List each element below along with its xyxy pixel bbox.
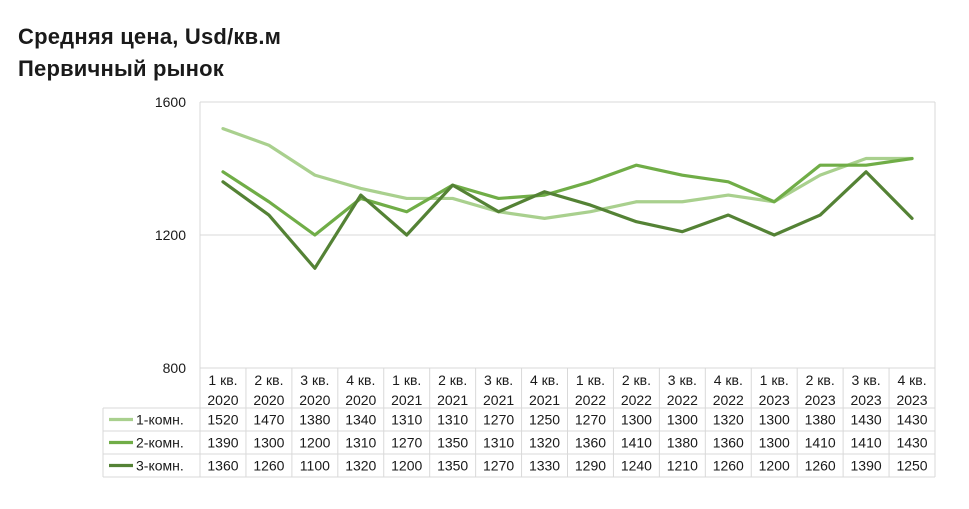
x-tick-label-quarter: 4 кв. — [346, 372, 375, 388]
x-tick-label-year: 2021 — [437, 392, 468, 408]
table-cell-value: 1210 — [667, 458, 698, 474]
table-cell-value: 1200 — [391, 458, 422, 474]
series-line-1 — [221, 127, 914, 220]
table-cell-value: 1320 — [529, 435, 560, 451]
table-cell-value: 1250 — [896, 458, 927, 474]
x-tick-label-year: 2023 — [896, 392, 927, 408]
legend-label: 2-комн. — [136, 435, 184, 451]
x-tick-label-year: 2020 — [345, 392, 376, 408]
table-cell-value: 1290 — [575, 458, 606, 474]
x-tick-label-year: 2022 — [621, 392, 652, 408]
table-cell-value: 1250 — [529, 412, 560, 428]
x-tick-label-year: 2020 — [207, 392, 238, 408]
table-cell-value: 1350 — [437, 458, 468, 474]
x-tick-label-quarter: 2 кв. — [254, 372, 283, 388]
y-tick-label: 1200 — [155, 227, 186, 243]
x-tick-label-quarter: 2 кв. — [438, 372, 467, 388]
table-cell-value: 1310 — [483, 435, 514, 451]
table-cell-value: 1260 — [805, 458, 836, 474]
table-cell-value: 1270 — [483, 412, 514, 428]
table-cell-value: 1100 — [300, 458, 330, 474]
x-tick-label-quarter: 4 кв. — [897, 372, 926, 388]
table-cell-value: 1410 — [805, 435, 836, 451]
table-cell-value: 1300 — [621, 412, 652, 428]
table-cell-value: 1430 — [896, 412, 927, 428]
x-tick-label-year: 2021 — [483, 392, 514, 408]
table-cell-value: 1320 — [345, 458, 376, 474]
table-cell-value: 1360 — [575, 435, 606, 451]
legend-label: 3-комн. — [136, 458, 184, 474]
table-cell-value: 1520 — [207, 412, 238, 428]
legend-label: 1-комн. — [136, 412, 184, 428]
table-cell-value: 1240 — [621, 458, 652, 474]
x-tick-label-quarter: 3 кв. — [484, 372, 513, 388]
x-tick-label-quarter: 3 кв. — [668, 372, 697, 388]
table-cell-value: 1470 — [253, 412, 284, 428]
x-tick-label-year: 2021 — [391, 392, 422, 408]
table-cell-value: 1380 — [299, 412, 330, 428]
table-cell-value: 1430 — [896, 435, 927, 451]
x-tick-label-quarter: 4 кв. — [530, 372, 559, 388]
x-tick-label-year: 2020 — [253, 392, 284, 408]
x-tick-label-year: 2022 — [713, 392, 744, 408]
table-cell-value: 1270 — [483, 458, 514, 474]
chart-title: Средняя цена, Usd/кв.м — [18, 24, 282, 49]
series-line-3 — [221, 170, 914, 270]
table-cell-value: 1410 — [851, 435, 882, 451]
table-cell-value: 1330 — [529, 458, 560, 474]
table-cell-value: 1390 — [851, 458, 882, 474]
x-tick-label-quarter: 1 кв. — [576, 372, 605, 388]
table-cell-value: 1270 — [575, 412, 606, 428]
x-tick-label-year: 2021 — [529, 392, 560, 408]
x-tick-label-year: 2023 — [851, 392, 882, 408]
table-cell-value: 1270 — [391, 435, 422, 451]
table-cell-value: 1320 — [713, 412, 744, 428]
x-tick-label-year: 2020 — [299, 392, 330, 408]
x-tick-label-year: 2023 — [805, 392, 836, 408]
table-cell-value: 1200 — [299, 435, 330, 451]
x-tick-label-quarter: 1 кв. — [208, 372, 237, 388]
x-tick-label-quarter: 3 кв. — [852, 372, 881, 388]
table-cell-value: 1260 — [253, 458, 284, 474]
x-tick-label-quarter: 1 кв. — [392, 372, 421, 388]
x-tick-label-quarter: 3 кв. — [300, 372, 329, 388]
table-cell-value: 1340 — [345, 412, 376, 428]
table-cell-value: 1260 — [713, 458, 744, 474]
chart-subtitle: Первичный рынок — [18, 56, 224, 81]
x-tick-label-quarter: 2 кв. — [622, 372, 651, 388]
table-cell-value: 1410 — [621, 435, 652, 451]
y-tick-label: 1600 — [155, 94, 186, 110]
table-cell-value: 1310 — [391, 412, 422, 428]
table-cell-value: 1300 — [253, 435, 284, 451]
table-cell-value: 1300 — [667, 412, 698, 428]
x-tick-label-year: 2022 — [575, 392, 606, 408]
series-line-2 — [221, 156, 914, 237]
x-tick-label-quarter: 4 кв. — [714, 372, 743, 388]
x-tick-label-quarter: 1 кв. — [760, 372, 789, 388]
x-tick-label-year: 2022 — [667, 392, 698, 408]
x-tick-label-quarter: 2 кв. — [806, 372, 835, 388]
table-cell-value: 1310 — [345, 435, 376, 451]
table-cell-value: 1300 — [759, 412, 790, 428]
table-cell-value: 1300 — [759, 435, 790, 451]
x-tick-label-year: 2023 — [759, 392, 790, 408]
table-cell-value: 1430 — [851, 412, 882, 428]
y-tick-label: 800 — [163, 360, 187, 376]
table-cell-value: 1200 — [759, 458, 790, 474]
table-cell-value: 1360 — [713, 435, 744, 451]
table-cell-value: 1390 — [207, 435, 238, 451]
table-cell-value: 1360 — [207, 458, 238, 474]
table-cell-value: 1380 — [805, 412, 836, 428]
table-cell-value: 1310 — [437, 412, 468, 428]
table-cell-value: 1350 — [437, 435, 468, 451]
table-cell-value: 1380 — [667, 435, 698, 451]
